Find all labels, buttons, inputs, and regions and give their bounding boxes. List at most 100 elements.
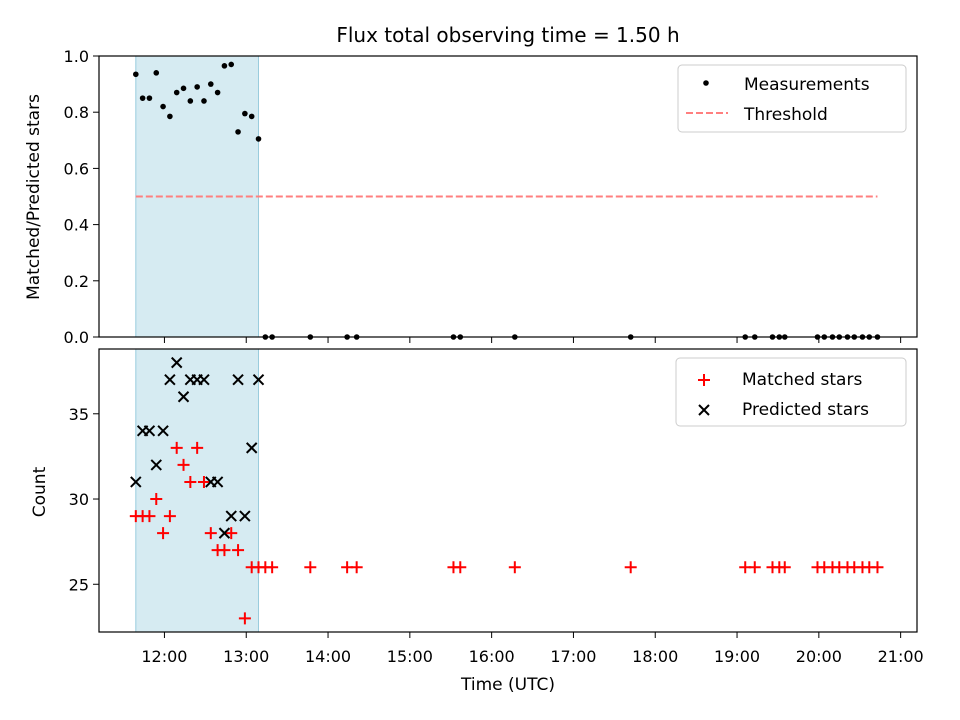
legend-predicted-label: Predicted stars (742, 400, 869, 420)
x-tick-label: 15:00 (387, 647, 433, 666)
measurement-point (146, 95, 153, 101)
predicted-star-marker (245, 442, 258, 454)
predicted-star-marker (239, 510, 251, 522)
legend-predicted-marker (698, 404, 710, 416)
top-x-ticks (163, 337, 902, 343)
y-tick-label: 0.0 (64, 328, 89, 347)
bottom-legend: Matched stars Predicted stars (675, 357, 907, 427)
predicted-star-marker (150, 459, 162, 471)
matched-star-marker (170, 441, 183, 454)
measurement-point (235, 129, 241, 135)
legend-measurements-marker (703, 80, 709, 86)
y-tick-label: 0.2 (64, 272, 89, 291)
y-tick-label: 1.0 (64, 47, 89, 66)
matched-star-marker (232, 544, 245, 557)
star-count-points (129, 356, 884, 625)
top-panel: 0.0 0.2 0.4 0.6 0.8 1.0 Matched/Predicted sta… (24, 47, 918, 347)
predicted-star-marker (177, 391, 190, 403)
y-tick-label: 0.8 (64, 103, 89, 122)
bottom-axes-frame (98, 348, 918, 633)
top-y-axis-label: Matched/Predicted stars (24, 94, 44, 300)
legend-matched-label: Matched stars (742, 370, 862, 390)
y-tick-label: 30 (69, 490, 89, 509)
matched-star-marker (150, 493, 163, 506)
matched-star-marker (624, 561, 637, 574)
bottom-panel: 25 30 35 12:00 13:00 14:00 15:00 16:00 17:00 18:… (30, 348, 924, 695)
bottom-legend-box (675, 357, 907, 427)
measurement-point (207, 81, 214, 87)
predicted-star-marker (198, 373, 210, 386)
bottom-y-ticks: 25 30 35 (69, 405, 99, 594)
measurement-point (248, 113, 255, 120)
matched-star-marker (177, 458, 190, 471)
matched-star-marker (163, 510, 176, 523)
top-legend-box (677, 64, 907, 133)
measurement-point (214, 89, 221, 96)
predicted-star-marker (252, 373, 265, 386)
legend-threshold-label: Threshold (743, 105, 828, 125)
matched-star-marker (304, 561, 317, 574)
legend-measurements-label: Measurements (744, 75, 870, 95)
measurement-point (228, 61, 235, 68)
top-axes-frame (98, 55, 918, 338)
measurement-point (187, 98, 194, 104)
x-tick-label: 19:00 (714, 647, 760, 666)
matched-star-marker (191, 441, 204, 454)
measurement-point (194, 84, 200, 90)
x-tick-label: 12:00 (141, 647, 187, 666)
predicted-star-marker (225, 510, 237, 522)
predicted-star-marker (164, 373, 176, 386)
measurement-point (221, 63, 228, 69)
bottom-x-ticks: 12:00 13:00 14:00 15:00 16:00 17:00 18:00 19:00… (141, 632, 924, 666)
matched-star-marker (157, 527, 170, 540)
top-legend: Measurements Threshold (677, 64, 907, 133)
measurement-point (242, 110, 248, 117)
x-tick-label: 20:00 (796, 647, 842, 666)
x-tick-label: 14:00 (305, 647, 351, 666)
matched-star-marker (778, 561, 791, 574)
predicted-star-marker (143, 425, 156, 437)
measurement-point (201, 98, 207, 104)
matched-star-marker (350, 561, 363, 574)
predicted-star-marker (171, 356, 183, 369)
x-tick-label: 18:00 (632, 647, 678, 666)
measurement-point (255, 136, 262, 142)
x-tick-label: 21:00 (878, 647, 924, 666)
matched-star-marker (184, 475, 197, 488)
matched-star-marker (871, 561, 884, 574)
x-tick-label: 17:00 (550, 647, 596, 666)
matched-star-marker (197, 475, 210, 488)
x-tick-label: 13:00 (223, 647, 269, 666)
measurement-point (180, 85, 187, 92)
matched-star-marker (238, 612, 251, 625)
measurement-point (167, 113, 173, 120)
predicted-star-marker (232, 373, 244, 386)
measurement-point (133, 71, 139, 78)
x-axis-label: Time (UTC) (460, 675, 555, 695)
measurement-point (173, 89, 180, 96)
matched-star-marker (266, 561, 279, 574)
predicted-star-marker (211, 476, 224, 488)
matched-star-marker (143, 510, 156, 523)
y-tick-label: 0.6 (64, 159, 89, 178)
predicted-star-marker (218, 527, 231, 539)
legend-matched-marker (698, 374, 710, 386)
measurement-point (139, 95, 146, 101)
measurement-point (160, 103, 166, 110)
matched-star-marker (225, 527, 238, 540)
matched-star-marker (454, 561, 467, 574)
x-tick-label: 16:00 (469, 647, 515, 666)
predicted-star-marker (130, 476, 142, 488)
bottom-shaded-span (135, 348, 260, 633)
y-tick-label: 25 (69, 575, 89, 594)
y-tick-label: 0.4 (64, 216, 89, 235)
chart-title: Flux total observing time = 1.50 h (336, 23, 679, 47)
top-y-ticks: 0.0 0.2 0.4 0.6 0.8 1.0 (64, 47, 99, 347)
bottom-y-axis-label: Count (30, 466, 50, 517)
measurement-point (153, 70, 160, 76)
predicted-star-marker (157, 425, 169, 437)
y-tick-label: 35 (69, 405, 89, 424)
matched-star-marker (204, 527, 217, 540)
matched-star-marker (748, 561, 761, 574)
